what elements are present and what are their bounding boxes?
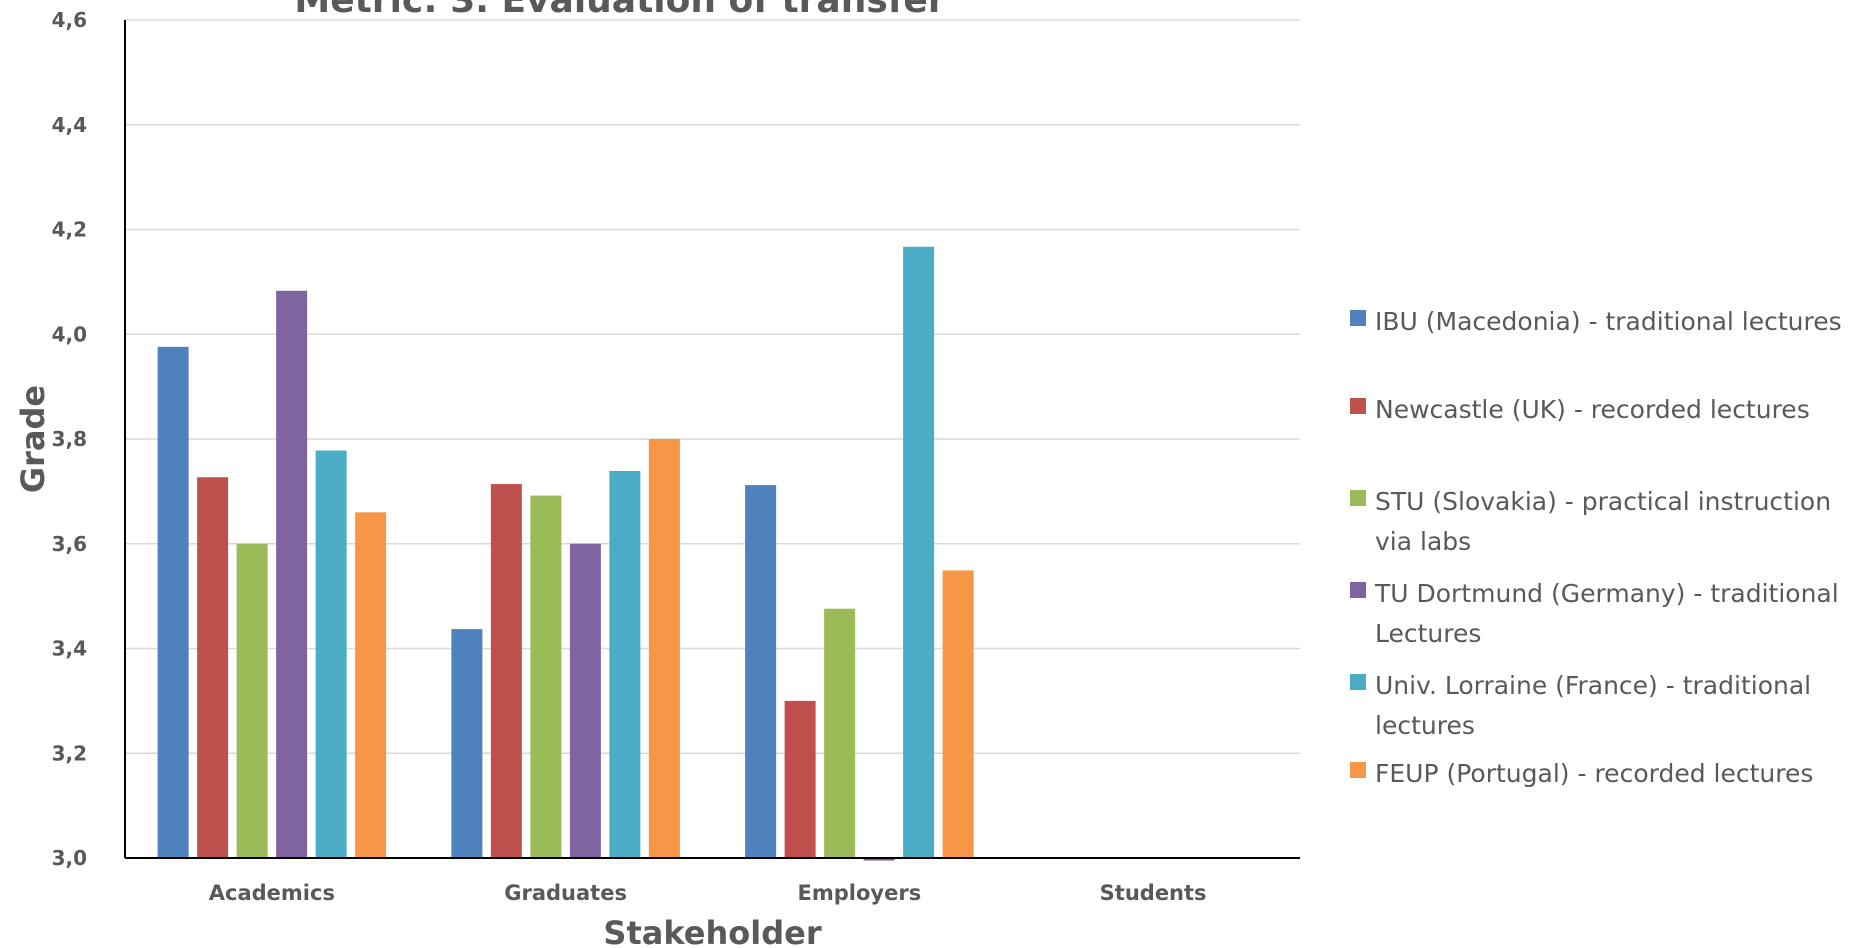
legend-label: FEUP (Portugal) - recorded lectures bbox=[1375, 759, 1813, 788]
legend-label: STU (Slovakia) - practical instruction vi… bbox=[1375, 487, 1831, 556]
legend-label: IBU (Macedonia) - traditional lectures bbox=[1375, 307, 1842, 336]
x-axis-title: Stakeholder bbox=[603, 914, 821, 948]
bars bbox=[157, 246, 974, 861]
bar bbox=[569, 543, 601, 858]
bar bbox=[863, 858, 895, 861]
legend-label: Univ. Lorraine (France) - traditional lec… bbox=[1375, 671, 1811, 740]
legend: IBU (Macedonia) - traditional lectures Ne… bbox=[1350, 307, 1842, 788]
x-tick-label: Students bbox=[1100, 881, 1207, 905]
y-tick-label: 3,6 bbox=[52, 532, 87, 556]
bar bbox=[824, 608, 856, 858]
legend-swatch bbox=[1350, 582, 1366, 598]
bar bbox=[609, 470, 641, 858]
y-tick-label: 4,2 bbox=[52, 218, 87, 242]
bar bbox=[490, 484, 522, 858]
chart-title: Metric: 3. Evaluation of transfer bbox=[294, 0, 945, 21]
bar bbox=[157, 346, 189, 858]
bar bbox=[903, 246, 935, 858]
x-tick-label: Graduates bbox=[504, 881, 627, 905]
legend-label: TU Dortmund (Germany) - traditional Lectu… bbox=[1374, 579, 1839, 648]
y-tick-label: 4,4 bbox=[52, 113, 87, 137]
legend-swatch bbox=[1350, 674, 1366, 690]
legend-swatch bbox=[1350, 762, 1366, 778]
y-axis-title: Grade bbox=[14, 385, 52, 493]
y-tick-label: 3,4 bbox=[52, 637, 87, 661]
bar bbox=[745, 485, 777, 858]
legend-swatch bbox=[1350, 398, 1366, 414]
y-tick-label: 4,6 bbox=[52, 8, 87, 32]
legend-swatch bbox=[1350, 490, 1366, 506]
bar bbox=[276, 290, 308, 858]
y-tick-label: 3,8 bbox=[52, 427, 87, 451]
bar bbox=[355, 512, 387, 858]
bar bbox=[315, 450, 347, 858]
x-axis-categories: Academics Graduates Employers Students bbox=[209, 881, 1207, 905]
y-tick-label: 3,0 bbox=[52, 846, 87, 870]
bar bbox=[530, 495, 562, 858]
bar bbox=[236, 543, 268, 858]
legend-swatch bbox=[1350, 310, 1366, 326]
y-tick-label: 4,0 bbox=[52, 322, 87, 346]
y-axis-ticks: 3,0 3,2 3,4 3,6 3,8 4,0 4,2 4,4 4,6 bbox=[52, 8, 87, 870]
bar bbox=[451, 629, 483, 858]
bar bbox=[197, 477, 229, 858]
y-tick-label: 3,2 bbox=[52, 741, 87, 765]
x-tick-label: Employers bbox=[798, 881, 922, 905]
x-tick-label: Academics bbox=[209, 881, 335, 905]
bar bbox=[784, 700, 816, 858]
legend-label: Newcastle (UK) - recorded lectures bbox=[1375, 395, 1810, 424]
bar bbox=[942, 570, 974, 858]
bar bbox=[648, 439, 680, 858]
